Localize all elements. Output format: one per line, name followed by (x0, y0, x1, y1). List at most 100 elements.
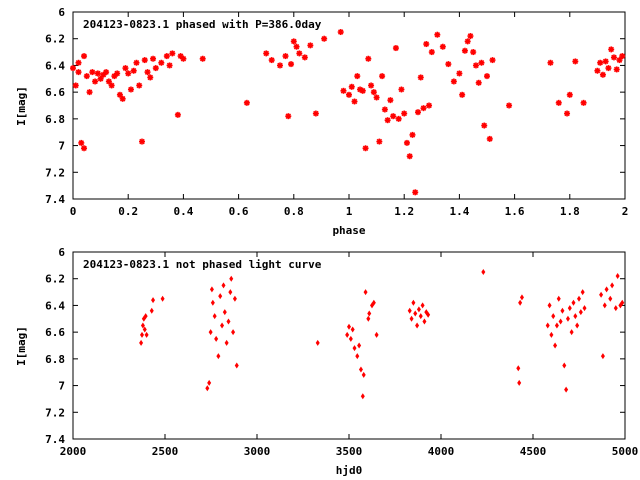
x-tick-label: 1 (346, 205, 353, 218)
y-tick-label: 6.4 (45, 299, 65, 312)
y-tick-label: 6.6 (45, 86, 65, 99)
data-point (143, 313, 148, 320)
data-point (81, 145, 88, 152)
data-point (390, 113, 397, 120)
data-point (409, 131, 416, 138)
data-point (486, 135, 493, 142)
data-point (549, 331, 554, 338)
data-point (395, 115, 402, 122)
data-point (229, 275, 234, 282)
data-point (556, 295, 561, 302)
data-point (470, 49, 477, 56)
data-point (450, 78, 457, 85)
data-point (207, 379, 212, 386)
data-point (426, 102, 433, 109)
y-tick-label: 7.2 (45, 166, 65, 179)
x-tick-label: 0.2 (118, 205, 138, 218)
data-point (361, 371, 366, 378)
data-point (149, 307, 154, 314)
data-point (163, 53, 170, 60)
data-point (403, 139, 410, 146)
data-point (277, 62, 283, 69)
data-point (600, 353, 605, 360)
data-points (139, 269, 625, 400)
data-point (224, 339, 229, 346)
data-point (423, 41, 430, 48)
data-point (243, 99, 250, 106)
x-axis-ticks: 0 0.2 0.4 0.6 0.8 1 1.2 1.4 1.6 1.8 2 (70, 12, 628, 218)
y-tick-label: 6.2 (45, 273, 65, 286)
data-point (582, 305, 587, 312)
y-tick-label: 6.8 (45, 113, 65, 126)
data-point (216, 353, 221, 360)
data-point (464, 38, 471, 45)
x-tick-label: 0.8 (284, 205, 304, 218)
data-point (108, 82, 115, 89)
data-point (551, 313, 556, 320)
data-points (70, 29, 626, 196)
data-point (608, 295, 613, 302)
data-point (89, 69, 96, 76)
data-point (602, 58, 609, 65)
data-point (545, 322, 550, 329)
data-point (571, 299, 576, 306)
data-point (290, 38, 297, 45)
data-point (416, 306, 421, 313)
x-axis-label: hjd0 (336, 464, 363, 477)
data-point (613, 305, 618, 312)
x-tick-label: 0.6 (229, 205, 249, 218)
data-point (434, 31, 441, 38)
plot-frame (72, 251, 626, 440)
data-point (484, 73, 490, 80)
phased-light-curve-panel: 0 0.2 0.4 0.6 0.8 1 1.2 1.4 1.6 1.8 2 6 6.2 6.4 6.6 6.… (15, 6, 628, 237)
x-tick-label: 2000 (60, 445, 87, 458)
data-point (296, 50, 303, 57)
data-point (209, 286, 214, 293)
data-point (133, 59, 140, 66)
data-point (489, 57, 496, 64)
data-point (610, 282, 615, 289)
data-point (376, 138, 383, 145)
data-point (461, 47, 468, 54)
data-point (141, 57, 148, 64)
data-point (307, 42, 314, 49)
data-point (518, 299, 523, 306)
data-point (420, 302, 425, 309)
data-point (70, 65, 76, 72)
data-point (116, 91, 123, 98)
data-point (293, 43, 300, 50)
data-point (142, 326, 147, 333)
data-point (575, 322, 580, 329)
data-point (208, 329, 213, 336)
data-point (519, 294, 524, 301)
data-point (569, 329, 574, 336)
data-point (160, 295, 165, 302)
data-point (221, 282, 226, 289)
data-point (210, 299, 215, 306)
data-point (105, 78, 112, 85)
x-tick-label: 4000 (428, 445, 455, 458)
data-point (347, 323, 351, 330)
y-tick-label: 7.2 (45, 406, 65, 419)
data-point (359, 87, 366, 94)
data-point (144, 69, 151, 76)
x-tick-label: 5000 (612, 445, 639, 458)
data-point (597, 59, 604, 66)
data-point (360, 393, 365, 400)
data-point (119, 95, 126, 102)
data-point (580, 99, 587, 106)
y-tick-label: 6.4 (45, 59, 65, 72)
data-point (72, 82, 79, 89)
y-tick-label: 7 (58, 380, 65, 393)
data-point (599, 71, 606, 78)
y-tick-label: 6.2 (45, 33, 65, 46)
data-point (616, 57, 623, 64)
data-point (415, 109, 421, 116)
data-point (285, 113, 292, 120)
data-point (75, 69, 82, 76)
data-point (367, 310, 372, 317)
data-point (560, 307, 565, 314)
data-point (374, 331, 379, 338)
data-point (577, 295, 581, 302)
data-point (602, 302, 607, 309)
